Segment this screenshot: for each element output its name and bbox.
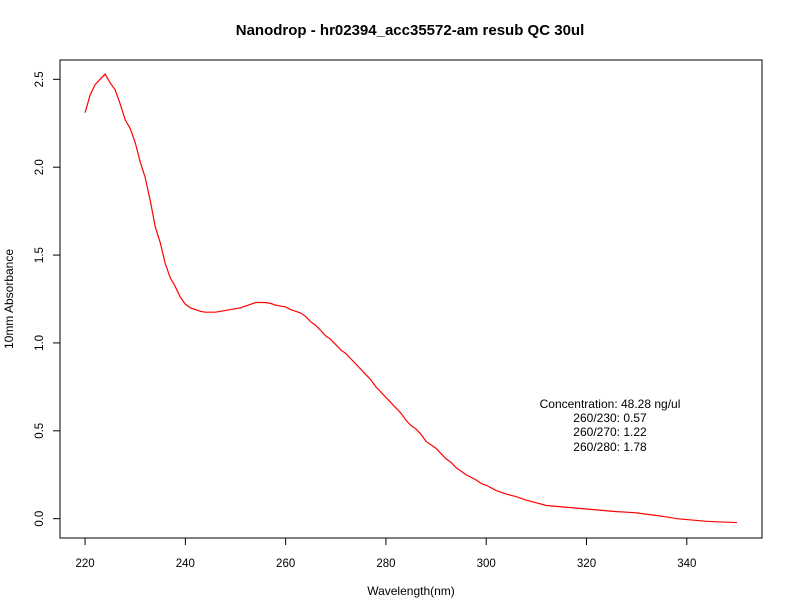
y-tick-label: 2.0: [34, 159, 46, 175]
y-tick-label: 1.5: [34, 247, 46, 263]
y-axis-label: 10mm Absorbance: [2, 249, 16, 349]
y-tick-label: 2.5: [34, 71, 46, 87]
x-tick-label: 240: [176, 558, 195, 570]
plot-frame: [59, 59, 763, 539]
y-tick-label: 0.5: [34, 423, 46, 439]
y-tick-label: 1.0: [34, 335, 46, 351]
x-tick-label: 300: [477, 558, 496, 570]
x-axis: 220 240 260 280 300 320 340: [75, 537, 696, 570]
annotation-concentration: Concentration: 48.28 ng/ul: [540, 397, 681, 411]
x-tick-label: 280: [376, 558, 395, 570]
x-tick-label: 260: [276, 558, 295, 570]
annotation-ratio-260-230: 260/230: 0.57: [573, 411, 647, 425]
absorbance-series-line: [84, 73, 737, 524]
x-tick-label: 340: [677, 558, 696, 570]
chart-title: Nanodrop - hr02394_acc35572-am resub QC …: [236, 22, 585, 39]
y-axis: 0.0 0.5 1.0 1.5 2.0 2.5: [34, 71, 61, 527]
annotation-ratio-260-280: 260/280: 1.78: [573, 440, 647, 454]
x-axis-label: Wavelength(nm): [367, 584, 455, 598]
y-tick-label: 0.0: [34, 511, 46, 527]
x-tick-label: 220: [75, 558, 94, 570]
annotation-ratio-260-270: 260/270: 1.22: [573, 425, 647, 439]
annotation-block: Concentration: 48.28 ng/ul 260/230: 0.57…: [540, 397, 681, 454]
x-tick-label: 320: [577, 558, 596, 570]
